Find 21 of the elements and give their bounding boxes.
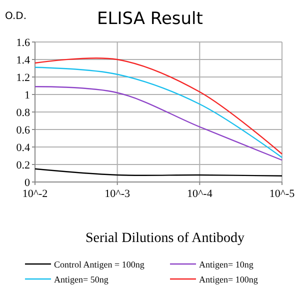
- y-tick-label: 0: [24, 177, 30, 189]
- y-axis-title: O.D.: [5, 11, 27, 22]
- line-series: [34, 86, 283, 161]
- y-tick-label: 0.8: [16, 107, 30, 119]
- y-tick-label: 1.4: [16, 54, 30, 66]
- y-tick-label: 1.2: [16, 72, 30, 84]
- x-tick-label: 10^-4: [187, 188, 213, 200]
- x-tick-label: 10^-3: [104, 188, 130, 200]
- y-tick-label: 0.2: [16, 160, 30, 172]
- chart-title: ELISA Result: [97, 9, 204, 29]
- legend-label: Control Antigen = 100ng: [54, 260, 145, 270]
- y-tick-label: 1.6: [16, 37, 30, 49]
- y-tick-label: 0.4: [16, 142, 30, 154]
- y-tick-label: 0.6: [16, 124, 30, 136]
- x-axis-title: Serial Dilutions of Antibody: [85, 231, 245, 246]
- legend-label: Antigen= 50ng: [54, 274, 109, 284]
- legend-label: Antigen= 10ng: [199, 260, 254, 270]
- x-tick-label: 10^-2: [22, 188, 48, 200]
- legend-label: Antigen= 100ng: [199, 274, 258, 284]
- y-tick-label: 1: [24, 90, 30, 102]
- x-tick-label: 10^-5: [269, 188, 296, 200]
